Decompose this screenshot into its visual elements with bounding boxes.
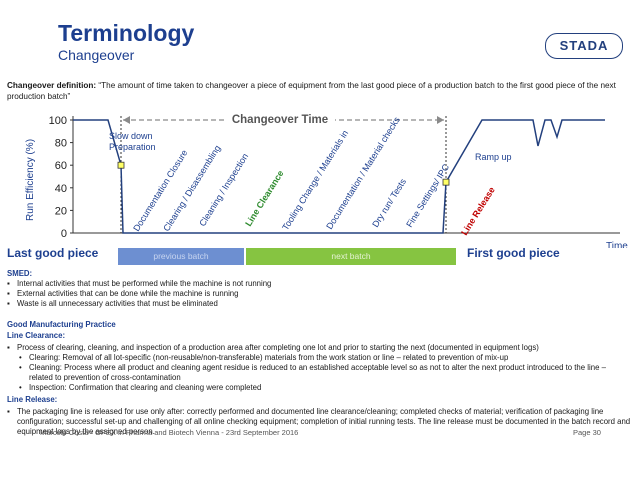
line-clearance-item: Process of clearing, cleaning, and inspe… — [7, 343, 631, 353]
changeover-chart: 0 20 40 60 80 100 Run Efficiency (%) Time Change… — [25, 110, 628, 248]
step-label: Dry run/ Tests — [370, 176, 408, 229]
line-clearance-sub-item: Cleaning: Process where all product and … — [7, 363, 631, 383]
y-tick-label: 20 — [55, 205, 67, 217]
efficiency-line — [73, 119, 605, 234]
stada-logo: STADA — [545, 33, 623, 59]
line-clearance-heading: Line Clearance: — [7, 331, 66, 340]
changeover-time-label: Changeover Time — [232, 114, 328, 126]
line-clearance-sub-item: Clearing: Removal of all lot-specific (n… — [7, 353, 631, 363]
y-tick-label: 40 — [55, 183, 67, 195]
smed-item: External activities that can be done whi… — [7, 289, 631, 299]
page-title: Terminology — [58, 20, 195, 46]
ramp-up-label: Ramp up — [475, 152, 512, 162]
gmp-heading: Good Manufacturing Practice — [7, 320, 116, 329]
changeover-arrow-right-head — [437, 116, 444, 124]
line-release-heading: Line Release: — [7, 395, 58, 404]
definition-text: “The amount of time taken to changeover … — [7, 81, 616, 101]
smed-item: Internal activities that must be perform… — [7, 279, 631, 289]
y-axis-label: Run Efficiency (%) — [25, 139, 36, 221]
step-label: Line Release — [459, 185, 497, 237]
gmp-section: Good Manufacturing Practice Line Clearan… — [7, 320, 631, 437]
line-release-item: The packaging line is released for use o… — [7, 407, 631, 437]
slow-down-label: Preparation — [109, 142, 156, 152]
footer-text: Marcelo Costa - OPEX in Pharma and Biote… — [40, 428, 299, 437]
first-good-piece-label: First good piece — [467, 246, 560, 260]
changeover-arrow-left-head — [123, 116, 130, 124]
changeover-time-box — [225, 110, 335, 128]
step-label: Documentation / Material checks — [324, 115, 402, 231]
smed-section: SMED: Internal activities that must be p… — [7, 269, 631, 309]
line-clearance-sub-item: Inspection: Confirmation that clearing a… — [7, 383, 631, 393]
step-label: Line Clearance — [243, 168, 285, 228]
previous-batch-bar: previous batch — [118, 248, 244, 265]
x-axis-label: Time — [606, 241, 628, 248]
last-good-piece-label: Last good piece — [7, 246, 99, 260]
next-batch-bar: next batch — [246, 248, 456, 265]
step-label: Documentation Closure — [131, 148, 189, 233]
y-tick-label: 100 — [49, 115, 67, 127]
step-label: Clearing / Disassembling — [161, 143, 222, 233]
definition-label: Changeover definition: — [7, 81, 97, 90]
smed-item: Waste is all unnecessary activities that… — [7, 299, 631, 309]
y-tick-label: 80 — [55, 138, 67, 150]
page-number: Page 30 — [573, 428, 601, 437]
first-good-marker — [442, 178, 450, 186]
slow-down-label: Slow down — [109, 131, 153, 141]
y-tick-label: 0 — [61, 228, 67, 240]
last-good-marker — [117, 161, 125, 169]
changeover-definition: Changeover definition: “The amount of ti… — [7, 80, 632, 102]
page-subtitle: Changeover — [58, 47, 135, 63]
smed-heading: SMED: — [7, 269, 33, 278]
y-tick-label: 60 — [55, 160, 67, 172]
